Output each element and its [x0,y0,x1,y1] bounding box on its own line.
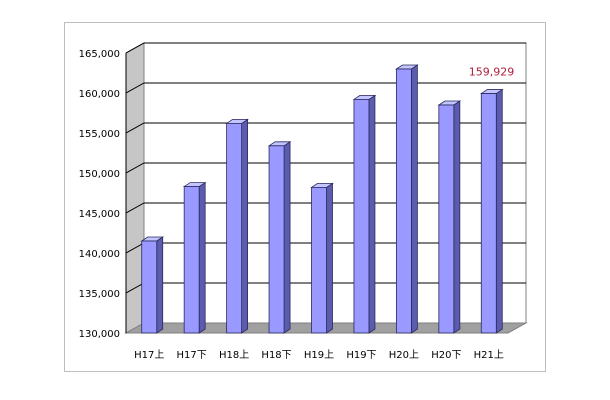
side-wall [125,42,145,334]
y-tick-label: 160,000 [79,89,120,100]
x-tick-label: H17上 [134,349,164,361]
x-tick-label: H20上 [389,349,419,361]
bar-side [453,100,461,334]
bar-front [438,104,455,334]
x-tick-label: H17下 [177,350,207,361]
y-tick-label: 145,000 [79,209,120,220]
bar-front [353,99,370,334]
x-tick-label: H18下 [261,350,291,361]
bar [267,141,292,334]
y-tick-label: 135,000 [79,289,120,300]
bar-front [183,186,200,334]
y-tick-label: 165,000 [79,49,120,60]
bar [352,94,377,334]
bar [479,88,504,334]
bar-front [480,93,497,334]
x-tick-label: H20下 [431,350,461,361]
bar-front [141,240,158,334]
bar [437,100,462,334]
y-tick-label: 155,000 [79,129,120,140]
y-tick-label: 150,000 [79,169,120,180]
y-tick-label: 130,000 [79,329,120,340]
bar-front [395,68,412,334]
x-tick-label: H19下 [346,350,376,361]
x-tick-label: H19上 [304,349,334,361]
y-tick-label: 140,000 [79,249,120,260]
bar-front [268,145,285,334]
bar-side [368,94,376,334]
bar-side [241,118,249,334]
bar [182,181,207,334]
bar-side [283,141,291,334]
gridline [125,42,526,54]
bar-side [156,236,164,334]
bar-side [198,181,206,334]
bar-front [311,186,327,334]
bar-side [326,182,333,334]
bar [310,182,334,334]
bar [140,236,165,334]
x-tick-label: H21上 [474,349,504,361]
bar [395,64,419,334]
bar [225,118,249,334]
bar-side [410,64,418,334]
x-tick-label: H18上 [219,349,249,361]
value-annotation: 159,929 [469,66,515,79]
bar-front [226,123,243,334]
bar-side [495,88,503,334]
